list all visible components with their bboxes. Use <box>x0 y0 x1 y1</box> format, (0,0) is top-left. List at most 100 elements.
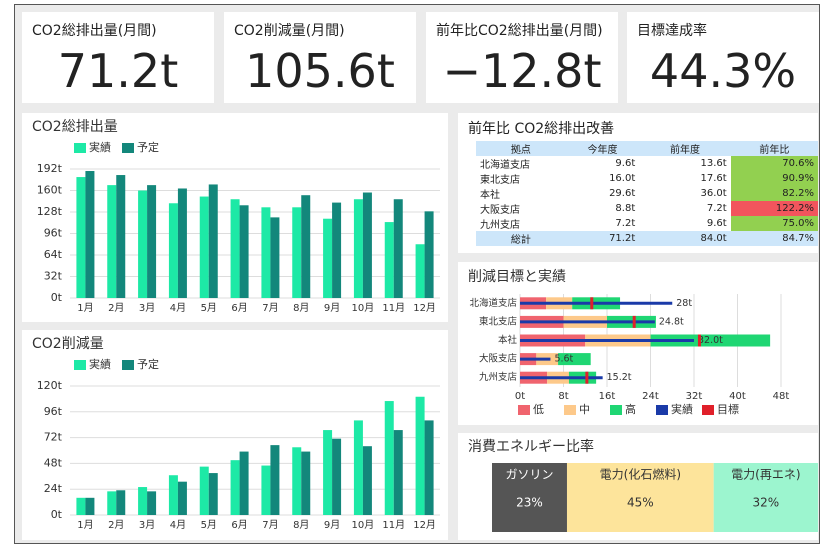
x-tick-label: 11月 <box>382 302 405 314</box>
y-tick-label: 48t <box>44 456 63 469</box>
legend-swatch <box>564 405 576 415</box>
x-tick-label: 32t <box>686 391 703 402</box>
header-cell: 今年度 <box>587 145 618 156</box>
bar <box>85 497 95 515</box>
category-label: 本社 <box>498 334 518 346</box>
bar <box>138 487 148 515</box>
x-tick-label: 7月 <box>262 519 278 531</box>
legend-label: 目標 <box>717 402 739 416</box>
x-tick-label: 9月 <box>324 519 340 531</box>
legend-label: 実績 <box>89 140 111 154</box>
table-row: 九州支店 7.2t 9.6t 75.0% <box>476 216 818 231</box>
table-cell: 70.6% <box>730 156 818 171</box>
kpi-title: CO2削減量(月間) <box>234 23 345 39</box>
x-tick-label: 2月 <box>108 519 124 531</box>
table-row: 北海道支店 9.6t 13.6t 70.6% <box>476 156 818 171</box>
header-cell: 前年度 <box>669 145 700 156</box>
legend-swatch <box>610 405 622 415</box>
bar <box>239 205 249 298</box>
x-tick-label: 16t <box>599 391 616 402</box>
table-cell: 9.6t <box>615 158 636 169</box>
category-label: 大阪支店 <box>479 353 517 365</box>
kpi-card: CO2削減量(月間) 105.6t <box>224 12 416 103</box>
chart: 削減目標と実績 0t 8t 16t 24t 32t 40t 48t 北海道支店 28t 東北支店 24… <box>468 268 790 416</box>
y-tick-label: 64t <box>44 248 63 261</box>
legend-label: 高 <box>625 402 636 416</box>
table-cell: 122.2% <box>730 201 818 216</box>
category-label: 九州支店 <box>479 371 517 383</box>
bar <box>415 244 425 298</box>
bar <box>168 475 178 515</box>
y-tick-label: 24t <box>44 482 63 495</box>
x-tick-label: 48t <box>773 391 790 402</box>
legend-label: 中 <box>579 403 590 416</box>
bar <box>230 460 240 515</box>
table-cell: 9.6t <box>706 218 727 229</box>
table-title: 前年比 CO2総排出改善 <box>468 121 615 137</box>
bar <box>424 420 434 515</box>
header-cell: 前年比 <box>759 145 790 156</box>
bar <box>301 195 311 298</box>
chart-title: 消費エネルギー比率 <box>468 438 594 455</box>
bar <box>107 185 117 298</box>
segment-name: ガソリン <box>505 468 553 482</box>
x-tick-label: 4月 <box>170 519 186 531</box>
bar <box>332 202 342 298</box>
header-cell: 拠点 <box>510 145 531 156</box>
y-tick-label: 120t <box>37 379 63 392</box>
table-cell: 北海道支店 <box>480 160 530 171</box>
bar <box>177 188 187 298</box>
table-cell: 82.2% <box>730 186 818 201</box>
y-tick-label: 72t <box>44 431 63 444</box>
bar <box>332 438 342 515</box>
actual-label: 24.8t <box>659 316 684 327</box>
bar <box>270 445 280 515</box>
total-cell: 84.0t <box>700 233 727 244</box>
y-tick-label: 96t <box>44 227 63 240</box>
x-tick-label: 8月 <box>293 302 309 314</box>
bar <box>261 207 271 298</box>
bar <box>362 446 372 515</box>
ratio-segment <box>566 463 714 532</box>
bar <box>270 217 280 298</box>
bar <box>85 171 95 298</box>
x-tick-label: 11月 <box>382 519 405 531</box>
kpi-card: 目標達成率 44.3% <box>627 12 819 103</box>
y-tick-label: 96t <box>44 405 63 418</box>
ratio-segment <box>492 463 567 532</box>
table-cell: 九州支店 <box>480 220 520 231</box>
legend-label: 実績 <box>89 357 111 371</box>
bar <box>353 199 363 298</box>
chart-title: CO2削減量 <box>32 335 104 352</box>
legend-label: 予定 <box>137 140 159 154</box>
actual-label: 32.0t <box>698 335 723 346</box>
y-tick-label: 32t <box>44 270 63 283</box>
total-row: 総計 71.2t 84.0t 84.7% <box>476 231 818 246</box>
x-tick-label: 7月 <box>262 302 278 314</box>
x-tick-label: 10月 <box>352 519 375 531</box>
kpi-title: 前年比CO2総排出量(月間) <box>436 23 603 39</box>
bar <box>107 491 117 515</box>
x-tick-label: 5月 <box>201 302 217 314</box>
kpi-card: CO2総排出量(月間) 71.2t <box>22 12 214 103</box>
category-label: 東北支店 <box>479 315 517 327</box>
bar <box>199 466 209 515</box>
bar <box>76 497 86 515</box>
y-tick-label: 128t <box>37 205 63 218</box>
legend-label: 実績 <box>671 402 693 416</box>
actual-label: 5.6t <box>554 354 573 365</box>
segment-value: 45% <box>627 496 654 510</box>
x-tick-label: 2月 <box>108 302 124 314</box>
kpi-value: 105.6t <box>245 44 395 98</box>
actual-label: 28t <box>676 298 692 309</box>
kpi-card: 前年比CO2総排出量(月間) −12.8t <box>426 12 618 103</box>
legend-label: 予定 <box>137 357 159 371</box>
legend-swatch <box>518 405 530 415</box>
range-band <box>650 334 771 347</box>
segment-value: 23% <box>516 496 543 510</box>
legend-swatch <box>122 360 134 370</box>
bar <box>292 447 302 515</box>
x-tick-label: 12月 <box>413 519 436 531</box>
x-tick-label: 1月 <box>77 302 93 314</box>
x-tick-label: 8月 <box>293 519 309 531</box>
